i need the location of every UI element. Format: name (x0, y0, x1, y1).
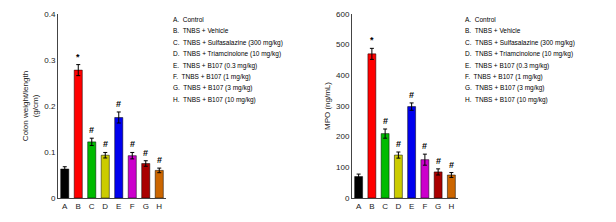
svg-text:B. TNBS + Vehicle: B. TNBS + Vehicle (465, 27, 521, 34)
svg-text:D: D (102, 202, 108, 211)
svg-text:C: C (89, 202, 95, 211)
svg-text:#: # (383, 116, 388, 126)
svg-text:Colon weight/length(g/cm): Colon weight/length(g/cm) (21, 71, 40, 141)
svg-text:#: # (449, 160, 454, 170)
svg-text:#: # (157, 155, 162, 165)
svg-text:#: # (143, 148, 148, 158)
svg-text:H. TNBS + B107 (10 mg/kg): H. TNBS + B107 (10 mg/kg) (173, 96, 256, 104)
svg-text:#: # (422, 141, 427, 151)
svg-text:A: A (62, 202, 68, 211)
svg-text:C. TNBS + Sulfasalazine (300: C. TNBS + Sulfasalazine (300 mg/kg) (173, 39, 283, 47)
svg-text:A: A (356, 202, 362, 211)
svg-text:#: # (436, 156, 441, 166)
svg-text:100: 100 (336, 163, 350, 172)
svg-text:D. TNBS + Triamcinolone (10 m: D. TNBS + Triamcinolone (10 mg/kg) (173, 50, 281, 58)
svg-text:D. TNBS + Triamcinolone (10 m: D. TNBS + Triamcinolone (10 mg/kg) (465, 50, 573, 58)
svg-text:C: C (382, 202, 388, 211)
svg-text:G. TNBS + B107 (3 mg/kg): G. TNBS + B107 (3 mg/kg) (173, 84, 253, 92)
svg-text:0.2: 0.2 (44, 102, 56, 111)
svg-text:G: G (143, 202, 149, 211)
svg-text:H: H (448, 202, 454, 211)
svg-text:#: # (89, 125, 94, 135)
svg-text:C. TNBS + Sulfasalazine (300: C. TNBS + Sulfasalazine (300 mg/kg) (465, 39, 575, 47)
svg-text:E: E (116, 202, 121, 211)
svg-text:*: * (76, 52, 80, 62)
svg-text:#: # (396, 139, 401, 149)
svg-text:B: B (76, 202, 81, 211)
svg-text:0.1: 0.1 (44, 148, 56, 157)
svg-text:E: E (409, 202, 414, 211)
svg-text:F: F (130, 202, 135, 211)
svg-text:F: F (422, 202, 427, 211)
svg-text:E. TNBS + B107 (0.3 mg/kg): E. TNBS + B107 (0.3 mg/kg) (465, 62, 549, 70)
svg-text:200: 200 (336, 132, 350, 141)
svg-text:F. TNBS + B107 (1 mg/kg): F. TNBS + B107 (1 mg/kg) (465, 73, 543, 81)
svg-text:G. TNBS + B107 (3 mg/kg): G. TNBS + B107 (3 mg/kg) (465, 84, 545, 92)
svg-text:300: 300 (336, 102, 350, 111)
svg-text:0.3: 0.3 (44, 56, 56, 65)
svg-text:F. TNBS + B107 (1 mg/kg): F. TNBS + B107 (1 mg/kg) (173, 73, 251, 81)
svg-text:#: # (116, 99, 121, 109)
svg-text:#: # (409, 90, 414, 100)
svg-text:B: B (369, 202, 374, 211)
svg-text:H. TNBS + B107 (10 mg/kg): H. TNBS + B107 (10 mg/kg) (465, 96, 548, 104)
svg-text:A. Control: A. Control (465, 16, 496, 23)
svg-text:E. TNBS + B107 (0.3 mg/kg): E. TNBS + B107 (0.3 mg/kg) (173, 62, 257, 70)
svg-text:G: G (435, 202, 441, 211)
svg-text:400: 400 (336, 71, 350, 80)
svg-text:B. TNBS + Vehicle: B. TNBS + Vehicle (173, 27, 229, 34)
svg-text:#: # (130, 139, 135, 149)
svg-text:600: 600 (336, 10, 350, 19)
svg-text:0: 0 (345, 194, 350, 203)
svg-text:H: H (156, 202, 162, 211)
svg-text:#: # (103, 139, 108, 149)
svg-text:D: D (395, 202, 401, 211)
svg-text:500: 500 (336, 40, 350, 49)
svg-text:*: * (370, 35, 374, 45)
svg-text:0: 0 (51, 194, 56, 203)
svg-text:0.4: 0.4 (44, 10, 56, 19)
svg-text:MPO (ng/mL): MPO (ng/mL) (323, 82, 332, 130)
svg-text:A. Control: A. Control (173, 16, 204, 23)
